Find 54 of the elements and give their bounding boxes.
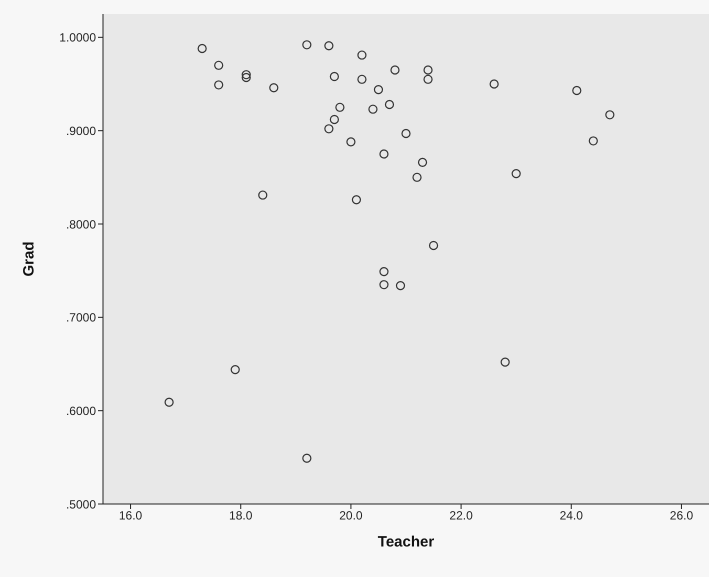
point xyxy=(379,280,389,290)
point xyxy=(164,398,174,407)
x-tick-label: 16.0 xyxy=(118,508,143,523)
point xyxy=(302,454,312,463)
point xyxy=(214,80,224,90)
point xyxy=(374,85,384,94)
point xyxy=(357,50,367,60)
point xyxy=(242,70,251,80)
x-tick-label: 26.0 xyxy=(670,508,694,523)
y-axis-title: Grad xyxy=(20,241,38,277)
point xyxy=(368,104,378,114)
y-tick-label: .8000 xyxy=(66,217,96,232)
point xyxy=(423,74,433,84)
y-tick-label: .5000 xyxy=(66,497,96,512)
x-tick-label: 24.0 xyxy=(560,508,584,523)
point xyxy=(384,100,394,110)
point xyxy=(605,110,614,120)
point xyxy=(412,172,422,182)
point xyxy=(324,124,334,134)
point xyxy=(500,358,510,367)
point xyxy=(242,72,251,82)
point xyxy=(330,114,339,124)
point xyxy=(396,281,406,290)
point xyxy=(357,74,367,84)
point xyxy=(302,40,312,50)
point xyxy=(512,169,521,178)
point xyxy=(335,102,344,112)
point xyxy=(230,365,240,374)
y-tick-label: .6000 xyxy=(66,404,96,418)
point xyxy=(214,60,224,70)
point xyxy=(588,136,598,146)
x-axis-title: Teacher xyxy=(378,534,434,551)
point xyxy=(379,267,389,276)
point xyxy=(352,195,362,204)
point xyxy=(346,137,356,146)
y-tick-label: .7000 xyxy=(66,310,96,325)
x-tick-label: 22.0 xyxy=(449,508,474,523)
point xyxy=(258,190,268,200)
point xyxy=(390,65,400,75)
point xyxy=(269,83,278,92)
point xyxy=(572,86,582,96)
point xyxy=(324,41,334,50)
y-tick-label: .9000 xyxy=(66,124,96,138)
point xyxy=(330,72,339,82)
x-tick-label: 20.0 xyxy=(339,508,363,523)
point xyxy=(379,149,389,159)
point xyxy=(428,240,438,250)
y-tick-label: 1.0000 xyxy=(59,30,96,45)
point xyxy=(490,79,499,89)
point xyxy=(401,128,411,138)
point xyxy=(198,44,207,54)
point xyxy=(418,158,428,167)
point xyxy=(423,65,433,75)
x-tick-label: 18.0 xyxy=(229,508,253,523)
